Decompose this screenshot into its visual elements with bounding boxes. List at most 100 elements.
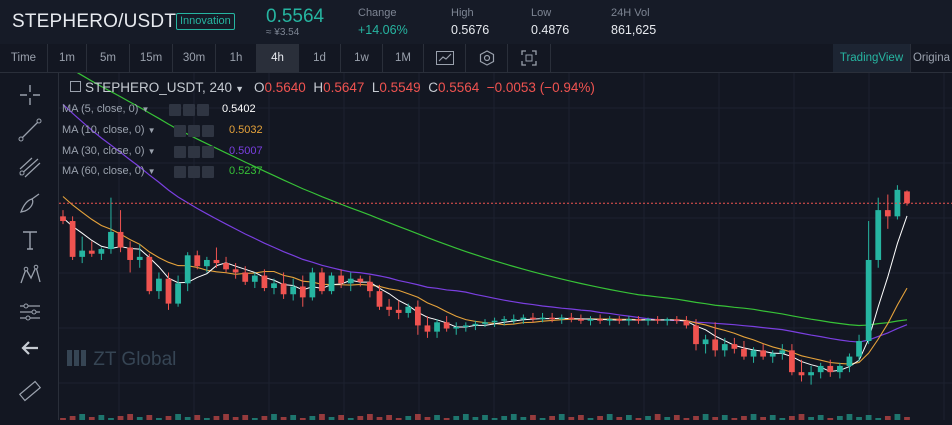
tradingview-tab[interactable]: TradingView (833, 44, 911, 72)
dropdown-icon[interactable]: ▼ (147, 147, 156, 156)
interval-15m[interactable]: 15m (130, 44, 173, 72)
ohlc-legend: STEPHERO_USDT, 240 ▼ O0.5640 H0.5647 L0.55… (70, 80, 595, 95)
volume-bar (472, 417, 479, 420)
volume-bar (414, 414, 421, 420)
ma60-label: MA (60, close, 0) (62, 165, 145, 177)
text-tool[interactable] (16, 226, 44, 254)
volume-label: 24H Vol (611, 7, 650, 19)
dropdown-icon[interactable]: ▼ (147, 167, 156, 176)
volume-bar (904, 417, 910, 420)
volume-bar (875, 418, 882, 420)
candle-body (721, 344, 728, 351)
gear-icon[interactable] (188, 166, 200, 178)
close-icon[interactable] (202, 146, 214, 158)
volume-bar (424, 417, 431, 420)
original-tab[interactable]: Origina (912, 52, 951, 64)
pair-title[interactable]: STEPHERO/USDT (12, 11, 177, 32)
candle-body (251, 275, 258, 282)
dropdown-icon[interactable]: ▼ (141, 105, 150, 114)
volume-bar (117, 416, 124, 420)
candle-body (741, 348, 747, 357)
low-label: Low (531, 7, 552, 19)
volume-bar (625, 415, 632, 420)
candle-body (79, 250, 86, 257)
close-icon[interactable] (202, 166, 214, 178)
price-chart[interactable] (59, 63, 952, 420)
candle-body (69, 221, 76, 257)
candle-body (472, 323, 479, 326)
volume-bar (501, 416, 508, 420)
close-icon[interactable] (202, 125, 214, 137)
symbol-checkbox[interactable] (70, 81, 81, 92)
eye-icon[interactable] (174, 125, 186, 137)
gear-icon[interactable] (188, 125, 200, 137)
interval-1m[interactable]: 1m (48, 44, 87, 72)
change-value: +14.06% (358, 23, 408, 37)
candle-body (98, 249, 105, 254)
symbol-dropdown-icon[interactable]: ▼ (235, 84, 244, 94)
dropdown-icon[interactable]: ▼ (147, 126, 156, 135)
volume-bar (587, 418, 594, 420)
ma60-indicator[interactable]: MA (60, close, 0) ▼ 0.5237 (62, 165, 263, 178)
brush-icon (19, 193, 40, 213)
candle-body (146, 256, 153, 292)
volume-bar (290, 415, 297, 420)
interval-1w[interactable]: 1w (341, 44, 383, 72)
candle-body (60, 216, 66, 222)
interval-4h[interactable]: 4h (257, 44, 299, 72)
volume-bar (88, 417, 95, 420)
candle-body (904, 191, 910, 204)
interval-30m[interactable]: 30m (173, 44, 216, 72)
gear-icon[interactable] (183, 104, 195, 116)
fib-tool[interactable] (16, 153, 44, 181)
ma5-indicator[interactable]: MA (5, close, 0) ▼ 0.5402 (62, 103, 256, 116)
candle-body (357, 278, 364, 282)
candle-body (693, 325, 699, 345)
eye-icon[interactable] (174, 166, 186, 178)
indicator-settings-button[interactable] (466, 44, 508, 72)
volume-bar (347, 418, 354, 420)
volume-bar (338, 415, 345, 420)
trend-line-tool[interactable] (16, 116, 44, 144)
interval-1d[interactable]: 1d (299, 44, 341, 72)
ruler-tool[interactable] (16, 377, 44, 405)
back-tool[interactable] (16, 334, 44, 362)
volume-bar (549, 416, 556, 420)
close-icon[interactable] (197, 104, 209, 116)
ma10-indicator[interactable]: MA (10, close, 0) ▼ 0.5032 (62, 124, 263, 137)
fullscreen-button[interactable] (508, 44, 551, 72)
volume-bar (136, 417, 143, 420)
volume-bar (156, 418, 162, 420)
interval-1h[interactable]: 1h (216, 44, 257, 72)
interval-5m[interactable]: 5m (87, 44, 130, 72)
candle-body (702, 339, 709, 345)
volume-bar (261, 416, 268, 420)
volume-bar (386, 415, 392, 420)
interval-1M[interactable]: 1M (383, 44, 424, 72)
candle-body (299, 286, 306, 298)
measure-icon (20, 303, 40, 321)
open-label: O (253, 80, 265, 95)
high-value-legend: 0.5647 (323, 80, 365, 95)
candle-body (808, 372, 814, 376)
volume-bar (482, 415, 488, 420)
volume-bar (635, 418, 642, 420)
eye-icon[interactable] (169, 104, 181, 116)
volume-bar (702, 414, 709, 420)
symbol-label[interactable]: STEPHERO_USDT, 240 (85, 80, 233, 95)
ma30-indicator[interactable]: MA (30, close, 0) ▼ 0.5007 (62, 145, 263, 158)
candle-body (836, 365, 843, 373)
crosshair-tool[interactable] (16, 81, 44, 109)
gear-icon[interactable] (188, 146, 200, 158)
eye-icon[interactable] (174, 146, 186, 158)
pattern-tool[interactable] (16, 261, 44, 289)
volume-bar (558, 414, 565, 420)
high-value: 0.5676 (451, 23, 490, 37)
candle-body (108, 231, 114, 250)
chart-type-button[interactable] (424, 44, 466, 72)
brush-tool[interactable] (16, 190, 44, 218)
crosshair-icon (20, 85, 40, 105)
candle-body (760, 350, 767, 357)
measure-tool[interactable] (16, 297, 44, 325)
volume-bar (194, 415, 201, 420)
